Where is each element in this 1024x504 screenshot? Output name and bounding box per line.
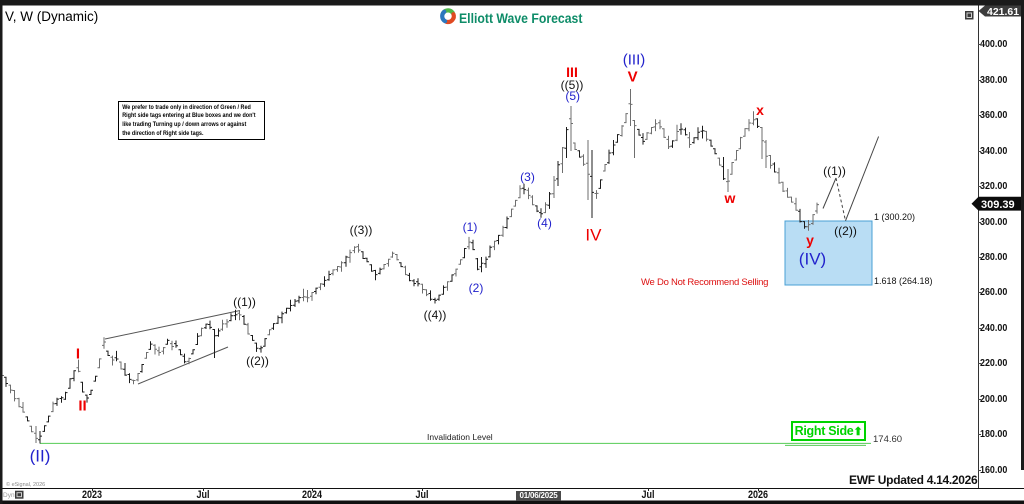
- svg-text:309.39: 309.39: [981, 199, 1015, 211]
- svg-text:421.61: 421.61: [987, 6, 1019, 18]
